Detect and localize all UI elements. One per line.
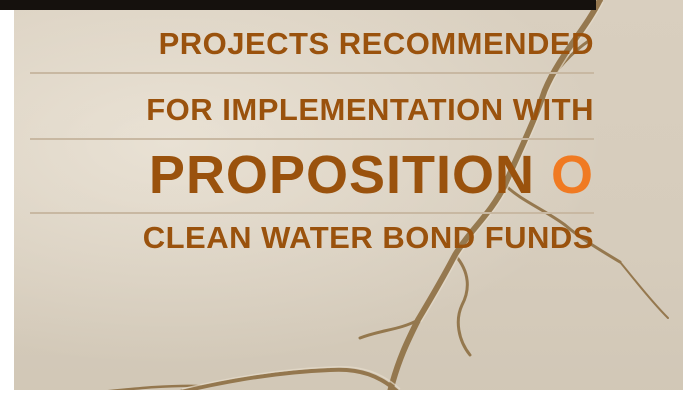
left-margin	[0, 0, 14, 406]
title-line-proposition: PROPOSITION O	[22, 142, 594, 208]
title-line-for-implementation: FOR IMPLEMENTATION WITH	[146, 92, 594, 127]
title-divider	[30, 138, 594, 140]
title-line-clean-water-bond-funds: CLEAN WATER BOND FUNDS	[142, 220, 594, 255]
proposition-word: PROPOSITION	[148, 145, 535, 205]
proposition-letter: O	[550, 145, 594, 205]
title-divider	[30, 212, 594, 214]
top-black-rule	[0, 0, 596, 10]
title-block: PROJECTS RECOMMENDED FOR IMPLEMENTATION …	[22, 24, 594, 258]
title-line-projects-recommended: PROJECTS RECOMMENDED	[158, 26, 594, 61]
bottom-margin	[0, 390, 683, 406]
title-divider	[30, 72, 594, 74]
